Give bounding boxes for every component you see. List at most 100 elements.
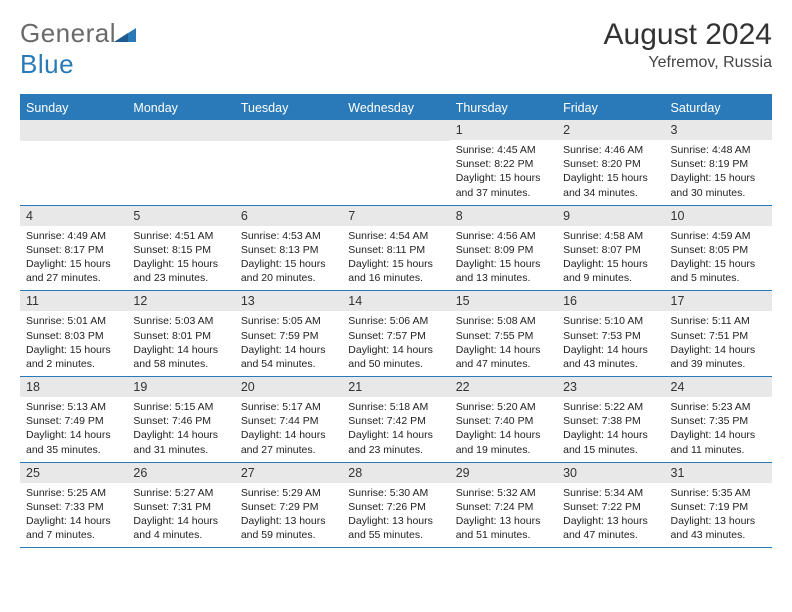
calendar-day: 13Sunrise: 5:05 AMSunset: 7:59 PMDayligh…: [235, 291, 342, 377]
header: GeneralBlue August 2024 Yefremov, Russia: [20, 18, 772, 80]
weekday-header: Thursday: [450, 95, 557, 120]
location: Yefremov, Russia: [604, 54, 772, 72]
day-number: 12: [127, 291, 234, 311]
brand-logo: GeneralBlue: [20, 18, 136, 80]
day-number: 1: [450, 120, 557, 140]
calendar-day: 19Sunrise: 5:15 AMSunset: 7:46 PMDayligh…: [127, 377, 234, 463]
day-number: 10: [665, 206, 772, 226]
day-number: 14: [342, 291, 449, 311]
day-number: 25: [20, 463, 127, 483]
brand-part1: General: [20, 18, 116, 48]
weekday-header: Sunday: [20, 95, 127, 120]
day-number: 30: [557, 463, 664, 483]
calendar-day: 7Sunrise: 4:54 AMSunset: 8:11 PMDaylight…: [342, 205, 449, 291]
calendar-day: 24Sunrise: 5:23 AMSunset: 7:35 PMDayligh…: [665, 377, 772, 463]
day-number-empty: [235, 120, 342, 141]
day-content: Sunrise: 5:29 AMSunset: 7:29 PMDaylight:…: [235, 483, 342, 548]
day-content: Sunrise: 5:30 AMSunset: 7:26 PMDaylight:…: [342, 483, 449, 548]
calendar-empty: [342, 120, 449, 205]
day-number-empty: [20, 120, 127, 141]
calendar-day: 26Sunrise: 5:27 AMSunset: 7:31 PMDayligh…: [127, 462, 234, 548]
weekday-header: Friday: [557, 95, 664, 120]
calendar-day: 16Sunrise: 5:10 AMSunset: 7:53 PMDayligh…: [557, 291, 664, 377]
calendar-day: 25Sunrise: 5:25 AMSunset: 7:33 PMDayligh…: [20, 462, 127, 548]
day-content: Sunrise: 5:23 AMSunset: 7:35 PMDaylight:…: [665, 397, 772, 462]
day-content: Sunrise: 5:11 AMSunset: 7:51 PMDaylight:…: [665, 311, 772, 376]
day-content: Sunrise: 4:51 AMSunset: 8:15 PMDaylight:…: [127, 226, 234, 291]
calendar-day: 18Sunrise: 5:13 AMSunset: 7:49 PMDayligh…: [20, 377, 127, 463]
calendar-row: 1Sunrise: 4:45 AMSunset: 8:22 PMDaylight…: [20, 120, 772, 205]
day-number-empty: [342, 120, 449, 141]
day-number-empty: [127, 120, 234, 141]
calendar-row: 18Sunrise: 5:13 AMSunset: 7:49 PMDayligh…: [20, 377, 772, 463]
day-content: Sunrise: 5:08 AMSunset: 7:55 PMDaylight:…: [450, 311, 557, 376]
calendar-day: 10Sunrise: 4:59 AMSunset: 8:05 PMDayligh…: [665, 205, 772, 291]
day-content: Sunrise: 5:35 AMSunset: 7:19 PMDaylight:…: [665, 483, 772, 548]
day-content: Sunrise: 4:53 AMSunset: 8:13 PMDaylight:…: [235, 226, 342, 291]
calendar-day: 9Sunrise: 4:58 AMSunset: 8:07 PMDaylight…: [557, 205, 664, 291]
calendar-empty: [235, 120, 342, 205]
calendar-row: 11Sunrise: 5:01 AMSunset: 8:03 PMDayligh…: [20, 291, 772, 377]
day-number: 18: [20, 377, 127, 397]
calendar-day: 31Sunrise: 5:35 AMSunset: 7:19 PMDayligh…: [665, 462, 772, 548]
day-number: 19: [127, 377, 234, 397]
day-content: Sunrise: 5:03 AMSunset: 8:01 PMDaylight:…: [127, 311, 234, 376]
calendar-day: 12Sunrise: 5:03 AMSunset: 8:01 PMDayligh…: [127, 291, 234, 377]
calendar-day: 30Sunrise: 5:34 AMSunset: 7:22 PMDayligh…: [557, 462, 664, 548]
brand-part2: Blue: [20, 49, 74, 79]
calendar-day: 23Sunrise: 5:22 AMSunset: 7:38 PMDayligh…: [557, 377, 664, 463]
day-number: 31: [665, 463, 772, 483]
calendar-day: 15Sunrise: 5:08 AMSunset: 7:55 PMDayligh…: [450, 291, 557, 377]
calendar-day: 21Sunrise: 5:18 AMSunset: 7:42 PMDayligh…: [342, 377, 449, 463]
day-number: 6: [235, 206, 342, 226]
day-number: 9: [557, 206, 664, 226]
day-content: Sunrise: 4:59 AMSunset: 8:05 PMDaylight:…: [665, 226, 772, 291]
day-number: 2: [557, 120, 664, 140]
brand-triangle-icon: [114, 18, 136, 49]
day-content: Sunrise: 4:48 AMSunset: 8:19 PMDaylight:…: [665, 140, 772, 205]
day-number: 22: [450, 377, 557, 397]
calendar-body: 1Sunrise: 4:45 AMSunset: 8:22 PMDaylight…: [20, 120, 772, 548]
day-content: Sunrise: 5:05 AMSunset: 7:59 PMDaylight:…: [235, 311, 342, 376]
page-title: August 2024: [604, 18, 772, 52]
calendar-day: 8Sunrise: 4:56 AMSunset: 8:09 PMDaylight…: [450, 205, 557, 291]
day-number: 26: [127, 463, 234, 483]
calendar-day: 6Sunrise: 4:53 AMSunset: 8:13 PMDaylight…: [235, 205, 342, 291]
weekday-header: Wednesday: [342, 95, 449, 120]
day-number: 8: [450, 206, 557, 226]
day-number: 23: [557, 377, 664, 397]
day-content: Sunrise: 5:15 AMSunset: 7:46 PMDaylight:…: [127, 397, 234, 462]
day-number: 20: [235, 377, 342, 397]
calendar-day: 4Sunrise: 4:49 AMSunset: 8:17 PMDaylight…: [20, 205, 127, 291]
day-content: Sunrise: 4:46 AMSunset: 8:20 PMDaylight:…: [557, 140, 664, 205]
day-number: 4: [20, 206, 127, 226]
weekday-header: Tuesday: [235, 95, 342, 120]
day-number: 15: [450, 291, 557, 311]
day-content: Sunrise: 5:01 AMSunset: 8:03 PMDaylight:…: [20, 311, 127, 376]
day-content: Sunrise: 5:17 AMSunset: 7:44 PMDaylight:…: [235, 397, 342, 462]
day-number: 29: [450, 463, 557, 483]
day-content: Sunrise: 4:56 AMSunset: 8:09 PMDaylight:…: [450, 226, 557, 291]
day-content: Sunrise: 5:06 AMSunset: 7:57 PMDaylight:…: [342, 311, 449, 376]
day-number: 3: [665, 120, 772, 140]
calendar-day: 17Sunrise: 5:11 AMSunset: 7:51 PMDayligh…: [665, 291, 772, 377]
day-content: Sunrise: 5:22 AMSunset: 7:38 PMDaylight:…: [557, 397, 664, 462]
day-content: Sunrise: 4:45 AMSunset: 8:22 PMDaylight:…: [450, 140, 557, 205]
day-number: 13: [235, 291, 342, 311]
calendar-day: 22Sunrise: 5:20 AMSunset: 7:40 PMDayligh…: [450, 377, 557, 463]
calendar-table: SundayMondayTuesdayWednesdayThursdayFrid…: [20, 94, 772, 548]
day-number: 11: [20, 291, 127, 311]
day-content: Sunrise: 5:27 AMSunset: 7:31 PMDaylight:…: [127, 483, 234, 548]
weekday-header: Saturday: [665, 95, 772, 120]
calendar-empty: [127, 120, 234, 205]
calendar-day: 29Sunrise: 5:32 AMSunset: 7:24 PMDayligh…: [450, 462, 557, 548]
day-number: 7: [342, 206, 449, 226]
day-content: Sunrise: 5:13 AMSunset: 7:49 PMDaylight:…: [20, 397, 127, 462]
calendar-empty: [20, 120, 127, 205]
day-content: Sunrise: 5:25 AMSunset: 7:33 PMDaylight:…: [20, 483, 127, 548]
calendar-day: 11Sunrise: 5:01 AMSunset: 8:03 PMDayligh…: [20, 291, 127, 377]
brand-text: GeneralBlue: [20, 18, 136, 80]
calendar-row: 25Sunrise: 5:25 AMSunset: 7:33 PMDayligh…: [20, 462, 772, 548]
day-number: 17: [665, 291, 772, 311]
day-number: 28: [342, 463, 449, 483]
